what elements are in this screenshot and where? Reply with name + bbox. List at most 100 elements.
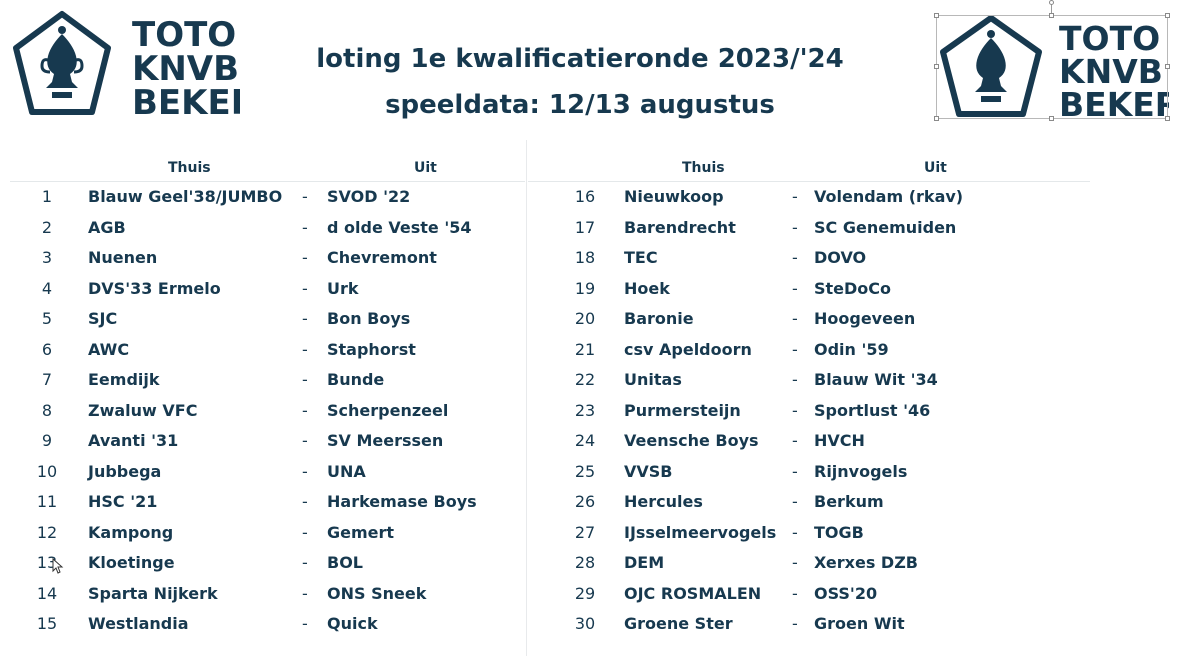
home-team: Nieuwkoop bbox=[624, 187, 724, 206]
away-team: Harkemase Boys bbox=[327, 492, 477, 511]
away-team: UNA bbox=[327, 461, 366, 481]
match-separator: - bbox=[302, 278, 308, 298]
mouse-cursor-icon bbox=[52, 558, 64, 574]
home-team: AWC bbox=[88, 339, 130, 359]
toto-knvb-beker-logo-selected[interactable]: TOTO KNVB BEKER bbox=[935, 14, 1169, 120]
match-row: 16 Nieuwkoop - Volendam (rkav) bbox=[0, 181, 1200, 211]
match-separator: - bbox=[792, 492, 798, 511]
home-team: Barendrecht bbox=[624, 217, 736, 237]
away-team: Bon Boys bbox=[327, 309, 411, 328]
logo-text-line1: TOTO bbox=[1059, 19, 1160, 58]
match-number: 20 bbox=[574, 309, 596, 328]
away-team: OSS'20 bbox=[814, 583, 878, 603]
match-row: 10 Jubbega - UNA bbox=[0, 456, 1200, 486]
away-team: BOL bbox=[327, 553, 363, 572]
match-number: 14 bbox=[36, 583, 58, 603]
right-header-home: Thuis bbox=[682, 160, 725, 176]
resize-handle-mr[interactable] bbox=[1165, 64, 1170, 69]
match-number: 11 bbox=[36, 492, 58, 511]
away-team: SteDoCo bbox=[814, 278, 892, 298]
match-separator: - bbox=[792, 583, 798, 603]
match-separator: - bbox=[302, 217, 308, 237]
match-number: 23 bbox=[574, 400, 596, 420]
resize-handle-br[interactable] bbox=[1165, 116, 1170, 121]
away-team: Chevremont bbox=[327, 248, 437, 267]
resize-handle-bm[interactable] bbox=[1049, 116, 1054, 121]
match-row: 30 Groene Ster - Groen Wit bbox=[0, 608, 1200, 638]
match-number: 5 bbox=[41, 309, 53, 328]
resize-handle-tl[interactable] bbox=[934, 13, 939, 18]
match-number: 9 bbox=[41, 431, 53, 450]
toto-knvb-beker-logo: TOTO KNVB BEKER bbox=[13, 11, 240, 120]
match-row: 1 Blauw Geel'38/JUMBO - SVOD '22 bbox=[0, 181, 1200, 211]
match-row: 8 Zwaluw VFC - Scherpenzeel bbox=[0, 395, 1200, 425]
match-row: 13 Kloetinge - BOL bbox=[0, 547, 1200, 577]
match-row: 15 Westlandia - Quick bbox=[0, 608, 1200, 638]
match-number: 18 bbox=[574, 248, 596, 267]
home-team: Jubbega bbox=[88, 461, 162, 481]
home-team: csv Apeldoorn bbox=[624, 339, 752, 359]
away-team: Volendam (rkav) bbox=[814, 187, 964, 206]
away-team: TOGB bbox=[814, 522, 864, 542]
match-number: 28 bbox=[574, 553, 596, 572]
match-number: 16 bbox=[574, 187, 596, 206]
match-separator: - bbox=[792, 370, 798, 389]
rotation-handle[interactable] bbox=[1049, 0, 1054, 5]
trophy-pentagon-icon bbox=[13, 11, 111, 115]
home-team: Baronie bbox=[624, 309, 694, 328]
match-row: 9 Avanti '31- SV Meerssen bbox=[0, 425, 1200, 455]
match-row: 3 Nuenen - Chevremont bbox=[0, 242, 1200, 272]
match-number: 12 bbox=[36, 522, 58, 542]
match-separator: - bbox=[792, 431, 798, 450]
home-team: Veensche Boys bbox=[624, 431, 759, 450]
match-separator: - bbox=[302, 339, 308, 359]
away-team: Bunde bbox=[327, 370, 385, 389]
page-subtitle: speeldata: 12/13 augustus bbox=[385, 90, 775, 120]
match-row: 24 Veensche Boys - HVCH bbox=[0, 425, 1200, 455]
home-team: Hercules bbox=[624, 492, 703, 511]
away-team: Scherpenzeel bbox=[327, 400, 449, 420]
match-separator: - bbox=[792, 278, 798, 298]
away-team: SC Genemuiden bbox=[814, 217, 957, 237]
match-separator: - bbox=[792, 400, 798, 420]
away-team: SV Meerssen bbox=[327, 431, 444, 450]
match-row: 7 Eemdijk - Bunde bbox=[0, 364, 1200, 394]
column-divider bbox=[526, 140, 527, 656]
logo-text-line2: KNVB bbox=[1059, 52, 1163, 91]
away-team: Xerxes DZB bbox=[814, 553, 918, 572]
resize-handle-ml[interactable] bbox=[934, 64, 939, 69]
match-number: 13 bbox=[36, 553, 58, 572]
resize-handle-bl[interactable] bbox=[934, 116, 939, 121]
away-team: Hoogeveen bbox=[814, 309, 916, 328]
page-title: loting 1e kwalificatieronde 2023/'24 bbox=[316, 44, 844, 74]
logo-text-line3: BEKER bbox=[132, 83, 240, 120]
resize-handle-tm[interactable] bbox=[1049, 13, 1054, 18]
header-divider-left bbox=[10, 181, 525, 182]
match-separator: - bbox=[302, 614, 308, 633]
home-team: HSC '21 bbox=[88, 492, 158, 511]
match-row: 27 IJsselmeervogels - TOGB bbox=[0, 517, 1200, 547]
match-row: 14 Sparta Nijkerk - ONS Sneek bbox=[0, 578, 1200, 608]
match-separator: - bbox=[302, 583, 308, 603]
resize-handle-tr[interactable] bbox=[1165, 13, 1170, 18]
match-separator: - bbox=[302, 400, 308, 420]
away-team: Rijnvogels bbox=[814, 461, 908, 481]
match-separator: - bbox=[302, 553, 308, 572]
trophy-pentagon-icon bbox=[940, 15, 1042, 117]
match-separator: - bbox=[302, 431, 308, 450]
away-team: DOVO bbox=[814, 248, 867, 267]
match-number: 10 bbox=[36, 461, 58, 481]
match-row: 26 Hercules - Berkum bbox=[0, 486, 1200, 516]
home-team: Unitas bbox=[624, 370, 682, 389]
logo-text-line3: BEKER bbox=[1059, 85, 1169, 120]
match-separator: - bbox=[792, 614, 798, 633]
match-separator: - bbox=[302, 522, 308, 542]
match-row: 23 Purmersteijn - Sportlust '46 bbox=[0, 395, 1200, 425]
away-team: SVOD '22 bbox=[327, 187, 411, 206]
match-separator: - bbox=[792, 187, 798, 206]
match-number: 27 bbox=[574, 522, 596, 542]
match-row: 20 Baronie - Hoogeveen bbox=[0, 303, 1200, 333]
match-separator: - bbox=[792, 217, 798, 237]
home-team: Avanti '31 bbox=[88, 431, 179, 450]
match-number: 8 bbox=[41, 400, 53, 420]
